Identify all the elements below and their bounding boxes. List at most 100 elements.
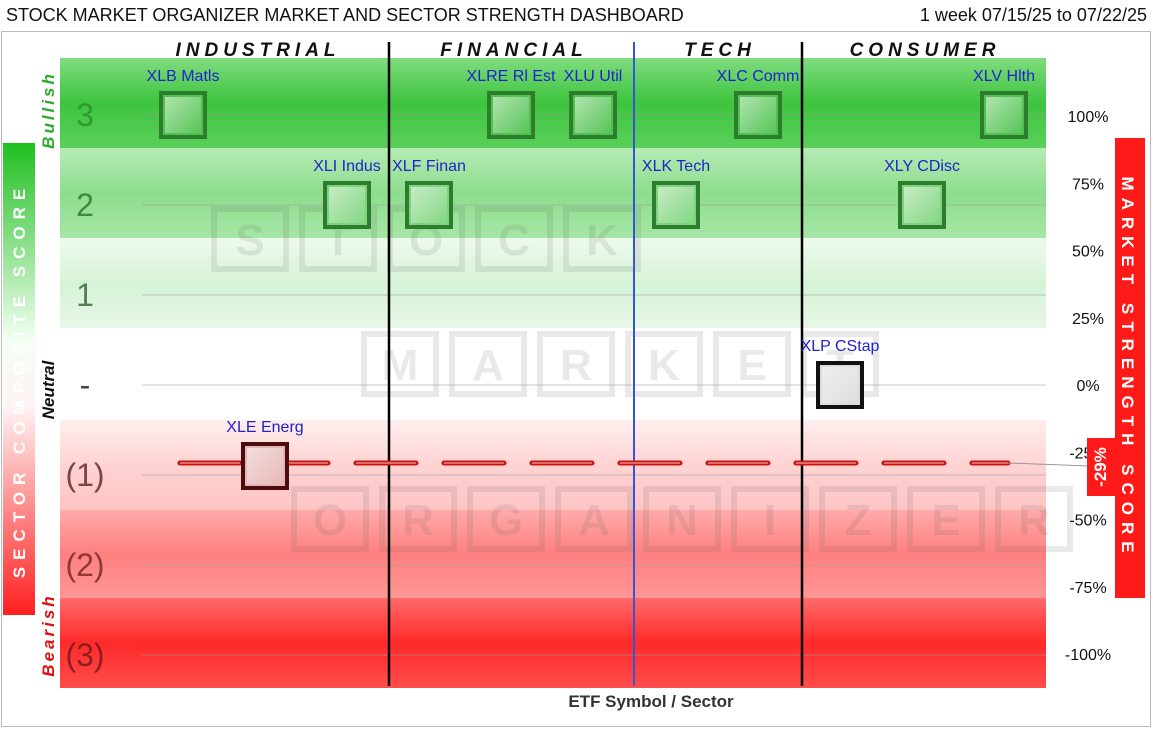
right-axis-ticks: 100%75%50%25%0%-25%-50%-75%-100%: [1065, 109, 1111, 664]
period-label: 1 week 07/15/25 to 07/22/25: [920, 5, 1147, 25]
right-axis-tick: -50%: [1069, 513, 1106, 530]
watermark-letter: I: [764, 496, 776, 545]
etf-marker-shine: [822, 367, 858, 403]
chart-frame: [1, 31, 1151, 727]
etf-label: XLV Hlth: [973, 68, 1035, 85]
left-score-bar: [3, 143, 35, 615]
watermark-tile: [449, 331, 527, 397]
score-level-label: (1): [65, 457, 104, 493]
etf-label: XLB Matls: [147, 68, 220, 85]
sector-header-financial: FINANCIAL: [440, 40, 587, 61]
watermark-tile: [819, 486, 897, 552]
watermark-letter: R: [402, 496, 434, 545]
watermark-letter: Z: [845, 496, 872, 545]
right-axis-tick: -100%: [1065, 647, 1111, 664]
watermark-tile: [475, 206, 553, 272]
etf-marker-shine: [247, 448, 283, 484]
x-axis-label: ETF Symbol / Sector: [568, 692, 734, 711]
etf-marker-shine: [986, 97, 1022, 133]
etf-label: XLU Util: [564, 68, 623, 85]
score-level-label: 3: [76, 97, 94, 133]
etf-label: XLC Comm: [717, 68, 800, 85]
watermark-tile: [361, 331, 439, 397]
market-strength-leader: [1007, 462, 1091, 467]
watermark-letter: K: [648, 341, 680, 390]
sector-header-industrial: INDUSTRIAL: [175, 40, 340, 61]
etf-marker-shine: [904, 187, 940, 223]
market-strength-line: -29%: [177, 438, 1115, 496]
etf-label: XLY CDisc: [884, 158, 960, 175]
band-score-neg2: [60, 510, 1046, 598]
right-axis-tick: 0%: [1076, 378, 1099, 395]
watermark-letter: R: [1018, 496, 1050, 545]
watermark-letter: C: [498, 216, 530, 265]
right-axis-tick: 25%: [1072, 311, 1104, 328]
watermark-letter: O: [313, 496, 347, 545]
bearish-label: Bearish: [39, 593, 58, 676]
band-score-2: [60, 148, 1046, 238]
market-strength-value: -29%: [1091, 447, 1110, 487]
watermark-letter: S: [235, 216, 264, 265]
left-axis-label: SECTOR COMPOSITE SCORE: [10, 182, 29, 578]
neutral-label: Neutral: [39, 359, 58, 419]
etf-marker-shine: [575, 97, 611, 133]
watermark-tile: [555, 486, 633, 552]
score-level-label: 1: [76, 277, 94, 313]
etf-points: XLB Matls XLI Indus XLE Energ XLF Finan XLRE…: [147, 68, 1035, 490]
watermark-tile: [643, 486, 721, 552]
etf-label: XLP CStap: [801, 338, 880, 355]
watermark-tile: [379, 486, 457, 552]
etf-marker-shine: [740, 97, 776, 133]
right-axis-tick: 100%: [1068, 109, 1109, 126]
watermark-tile: [537, 331, 615, 397]
band-score-1: [60, 238, 1046, 328]
watermark-letter: A: [578, 496, 610, 545]
band-score-neg3: [60, 598, 1046, 688]
right-axis-tick: 50%: [1072, 244, 1104, 261]
etf-marker-shine: [658, 187, 694, 223]
watermark-tile: [563, 206, 641, 272]
watermark-letter: M: [382, 341, 419, 390]
watermark-tile: [731, 486, 809, 552]
score-level-label: -: [80, 367, 91, 403]
sector-header-consumer: CONSUMER: [850, 40, 1001, 61]
etf-marker-shine: [411, 187, 447, 223]
watermark-letter: R: [560, 341, 592, 390]
score-level-label: (2): [65, 547, 104, 583]
watermark-letter: E: [931, 496, 960, 545]
score-bands: [60, 58, 1046, 688]
etf-label: XLE Energ: [226, 419, 303, 436]
right-axis-tick: -75%: [1069, 580, 1106, 597]
watermark-tile: [291, 486, 369, 552]
chart-title: STOCK MARKET ORGANIZER MARKET AND SECTOR…: [6, 5, 684, 25]
sector-header-tech: TECH: [684, 40, 756, 61]
watermark-letter: A: [472, 341, 504, 390]
score-level-label: (3): [65, 637, 104, 673]
etf-label: XLI Indus: [313, 158, 381, 175]
watermark-tile: [907, 486, 985, 552]
watermark-tile: [713, 331, 791, 397]
watermark-tile: [211, 206, 289, 272]
etf-marker-shine: [329, 187, 365, 223]
score-level-label: 2: [76, 187, 94, 223]
etf-label: XLK Tech: [642, 158, 710, 175]
etf-label: XLRE Rl Est: [467, 68, 556, 85]
watermark-tile: [467, 486, 545, 552]
etf-marker-shine: [493, 97, 529, 133]
etf-label: XLF Finan: [392, 158, 466, 175]
right-score-bar: [1115, 138, 1145, 598]
etf-marker-shine: [165, 97, 201, 133]
watermark-tile: [995, 486, 1073, 552]
watermark-letter: E: [737, 341, 766, 390]
watermark-letter: K: [586, 216, 618, 265]
right-axis-label: MARKET STRENGTH SCORE: [1118, 176, 1137, 559]
right-axis-tick: 75%: [1072, 176, 1104, 193]
score-level-labels: 3 2 1 - (1) (2) (3): [65, 97, 104, 673]
band-score-3: [60, 58, 1046, 148]
market-strength-badge: [1087, 438, 1115, 496]
watermark-letter: G: [489, 496, 523, 545]
watermark-letter: N: [666, 496, 698, 545]
band-score-0: [60, 328, 1046, 420]
